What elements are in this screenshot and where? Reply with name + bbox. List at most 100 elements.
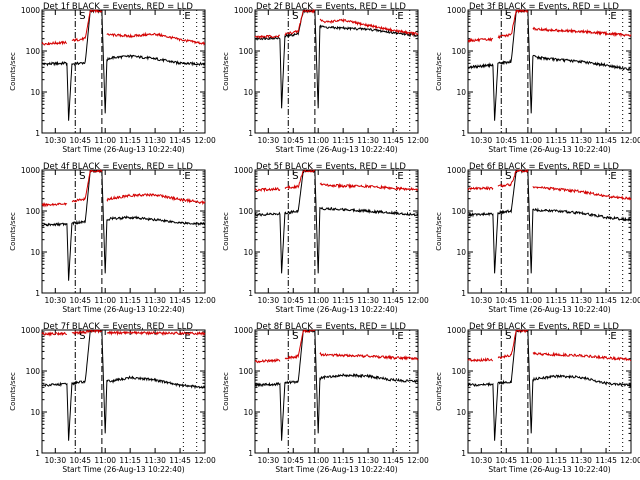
- start-marker-label: S: [79, 331, 85, 342]
- x-tick-label: 12:00: [620, 136, 640, 145]
- series-line-lld: [41, 329, 206, 337]
- x-tick-label: 11:30: [144, 296, 166, 305]
- y-axis-label: Counts/sec: [435, 372, 443, 411]
- series-line-events: [467, 169, 632, 274]
- start-marker-label: S: [505, 11, 511, 22]
- start-marker-label: S: [79, 171, 85, 182]
- y-axis-label: Counts/sec: [222, 372, 230, 411]
- panel-title: Det 6f BLACK = Events, RED = LLD: [469, 162, 619, 172]
- panel-title: Det 7f BLACK = Events, RED = LLD: [43, 322, 193, 332]
- panel-title: Det 9f BLACK = Events, RED = LLD: [469, 322, 619, 332]
- y-tick-label: 1000: [21, 326, 40, 335]
- series-line-lld: [254, 8, 419, 40]
- end-marker-label: E: [397, 171, 403, 182]
- series-line-lld: [467, 329, 632, 363]
- y-tick-label: 1: [35, 129, 40, 138]
- x-tick-label: 11:30: [570, 136, 592, 145]
- end-marker-label: E: [610, 331, 616, 342]
- plot-frame: [254, 9, 419, 134]
- x-tick-label: 11:45: [169, 136, 191, 145]
- y-tick-label: 10: [456, 248, 466, 257]
- end-marker-label: E: [184, 171, 190, 182]
- end-marker-label: E: [397, 331, 403, 342]
- detector-panel-5: Det 5f BLACK = Events, RED = LLD 1 10 100 10…: [222, 162, 429, 314]
- x-tick-label: 11:45: [169, 456, 191, 465]
- series-line-events: [467, 9, 632, 121]
- end-marker-label: E: [184, 331, 190, 342]
- x-axis-label: Start Time (26-Aug-13 10:22:40): [488, 465, 610, 474]
- y-axis-label: Counts/sec: [435, 212, 443, 251]
- y-tick-label: 100: [26, 367, 41, 376]
- y-tick-label: 100: [452, 367, 467, 376]
- y-tick-label: 10: [30, 88, 40, 97]
- y-tick-label: 1000: [234, 166, 253, 175]
- x-tick-label: 11:00: [94, 296, 116, 305]
- x-tick-label: 11:15: [545, 296, 567, 305]
- plot-frame: [467, 9, 632, 134]
- series-line-lld: [41, 9, 206, 46]
- y-tick-label: 1: [248, 129, 253, 138]
- series-line-lld: [467, 168, 632, 201]
- y-axis-label: Counts/sec: [9, 372, 17, 411]
- start-marker-label: S: [292, 11, 298, 22]
- x-tick-label: 12:00: [194, 296, 216, 305]
- detector-panel-4: Det 4f BLACK = Events, RED = LLD 1 10 100 10…: [9, 162, 216, 314]
- x-tick-label: 10:30: [470, 456, 492, 465]
- y-tick-label: 1000: [21, 6, 40, 15]
- x-tick-label: 10:45: [495, 456, 517, 465]
- y-tick-label: 10: [243, 248, 253, 257]
- end-marker-label: E: [610, 171, 616, 182]
- y-tick-label: 1: [461, 289, 466, 298]
- x-tick-label: 11:30: [570, 296, 592, 305]
- end-marker-label: E: [397, 11, 403, 22]
- start-marker-label: S: [505, 331, 511, 342]
- series-line-events: [41, 168, 206, 281]
- x-tick-label: 11:30: [357, 296, 379, 305]
- x-tick-label: 10:30: [257, 296, 279, 305]
- y-tick-label: 1000: [21, 166, 40, 175]
- series-line-lld: [254, 168, 419, 193]
- x-axis-label: Start Time (26-Aug-13 10:22:40): [62, 305, 184, 314]
- x-tick-label: 10:30: [44, 136, 66, 145]
- y-tick-label: 1: [35, 449, 40, 458]
- x-tick-label: 12:00: [407, 296, 429, 305]
- x-tick-label: 11:45: [382, 456, 404, 465]
- y-axis-label: Counts/sec: [9, 212, 17, 251]
- series-line-lld: [254, 329, 419, 364]
- panel-title: Det 1f BLACK = Events, RED = LLD: [43, 2, 193, 12]
- y-tick-label: 1000: [447, 166, 466, 175]
- x-axis-label: Start Time (26-Aug-13 10:22:40): [62, 145, 184, 154]
- x-tick-label: 11:15: [119, 296, 141, 305]
- x-tick-label: 11:45: [595, 296, 617, 305]
- x-tick-label: 11:30: [570, 456, 592, 465]
- y-axis-label: Counts/sec: [222, 212, 230, 251]
- x-tick-label: 10:30: [44, 296, 66, 305]
- x-tick-label: 11:30: [357, 456, 379, 465]
- detector-panel-1: Det 1f BLACK = Events, RED = LLD 1 10 100 10…: [9, 2, 216, 154]
- x-tick-label: 11:00: [307, 456, 329, 465]
- x-tick-label: 11:30: [144, 456, 166, 465]
- x-tick-label: 11:15: [332, 136, 354, 145]
- panel-title: Det 2f BLACK = Events, RED = LLD: [256, 2, 406, 12]
- start-marker-label: S: [292, 171, 298, 182]
- detector-panel-3: Det 3f BLACK = Events, RED = LLD 1 10 100 10…: [435, 2, 640, 154]
- x-tick-label: 11:30: [357, 136, 379, 145]
- x-tick-label: 11:15: [119, 136, 141, 145]
- plot-frame: [41, 169, 206, 294]
- x-tick-label: 11:00: [520, 136, 542, 145]
- y-tick-label: 1: [461, 449, 466, 458]
- x-tick-label: 11:00: [94, 456, 116, 465]
- y-axis-label: Counts/sec: [435, 52, 443, 91]
- y-tick-label: 100: [452, 207, 467, 216]
- x-tick-label: 12:00: [407, 136, 429, 145]
- end-marker-label: E: [184, 11, 190, 22]
- series-line-events: [254, 169, 419, 274]
- x-axis-label: Start Time (26-Aug-13 10:22:40): [275, 145, 397, 154]
- y-tick-label: 1: [248, 449, 253, 458]
- detector-panel-8: Det 8f BLACK = Events, RED = LLD 1 10 100 10…: [222, 322, 429, 474]
- x-tick-label: 11:45: [595, 136, 617, 145]
- x-axis-label: Start Time (26-Aug-13 10:22:40): [62, 465, 184, 474]
- x-tick-label: 11:00: [94, 136, 116, 145]
- x-tick-label: 11:00: [307, 296, 329, 305]
- panel-title: Det 8f BLACK = Events, RED = LLD: [256, 322, 406, 332]
